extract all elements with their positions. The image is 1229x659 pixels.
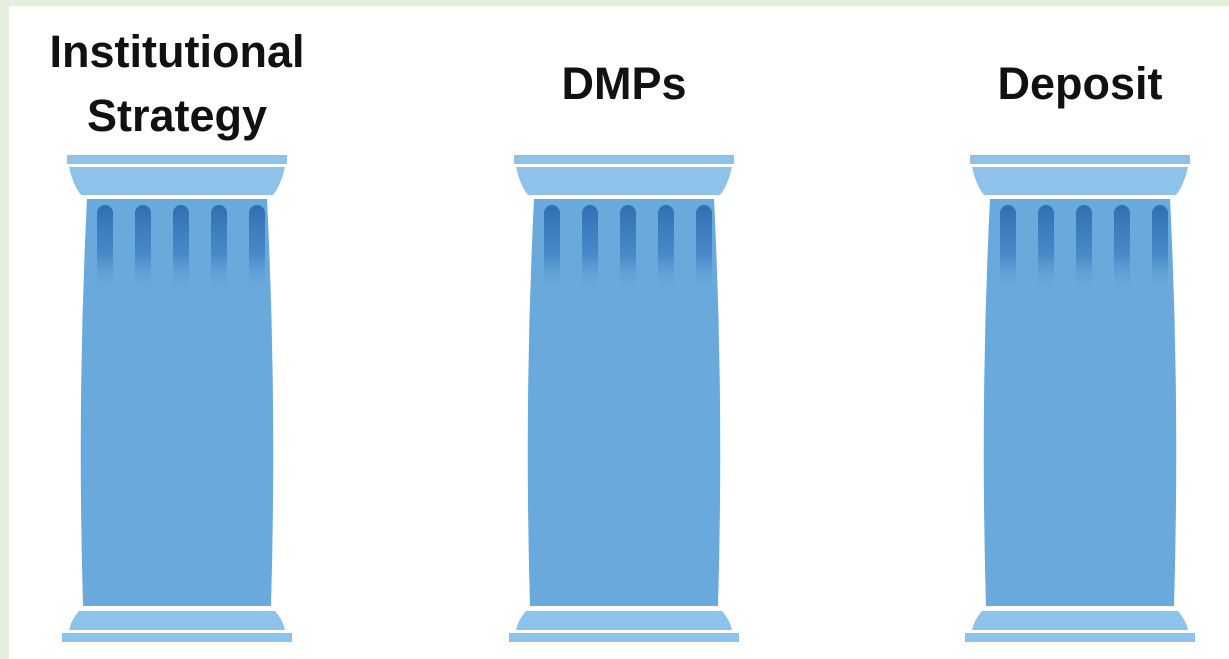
pillar-flute [582,205,598,295]
pillar-flute [658,205,674,295]
pillar-flute [1152,205,1168,295]
pillar-flute [1038,205,1054,295]
pillar-base [69,611,285,630]
pillar-flute [1076,205,1092,295]
pillar-flute [696,205,712,295]
pillar-flute [173,205,189,295]
pillar-top-slab [67,155,287,164]
pillar-flute [620,205,636,295]
pillar-flute [135,205,151,295]
pillar-bottom-slab [509,633,739,642]
pillar-label: Deposit [910,14,1229,154]
pillar-capital [69,167,285,195]
pillar [965,155,1195,642]
pillar-flute [97,205,113,295]
pillar-label: DMPs [454,14,794,154]
pillar [509,155,739,642]
pillar-label: Institutional Strategy [7,14,347,154]
pillar-capital [972,167,1188,195]
pillar-flute [1000,205,1016,295]
pillar-flute [249,205,265,295]
pillar-bottom-slab [62,633,292,642]
pillar [62,155,292,642]
pillar-flute [544,205,560,295]
pillar-bottom-slab [965,633,1195,642]
pillar-capital [516,167,732,195]
pillar-top-slab [514,155,734,164]
pillar-base [972,611,1188,630]
pillar-flute [211,205,227,295]
pillar-base [516,611,732,630]
pillar-flute [1114,205,1130,295]
pillar-top-slab [970,155,1190,164]
